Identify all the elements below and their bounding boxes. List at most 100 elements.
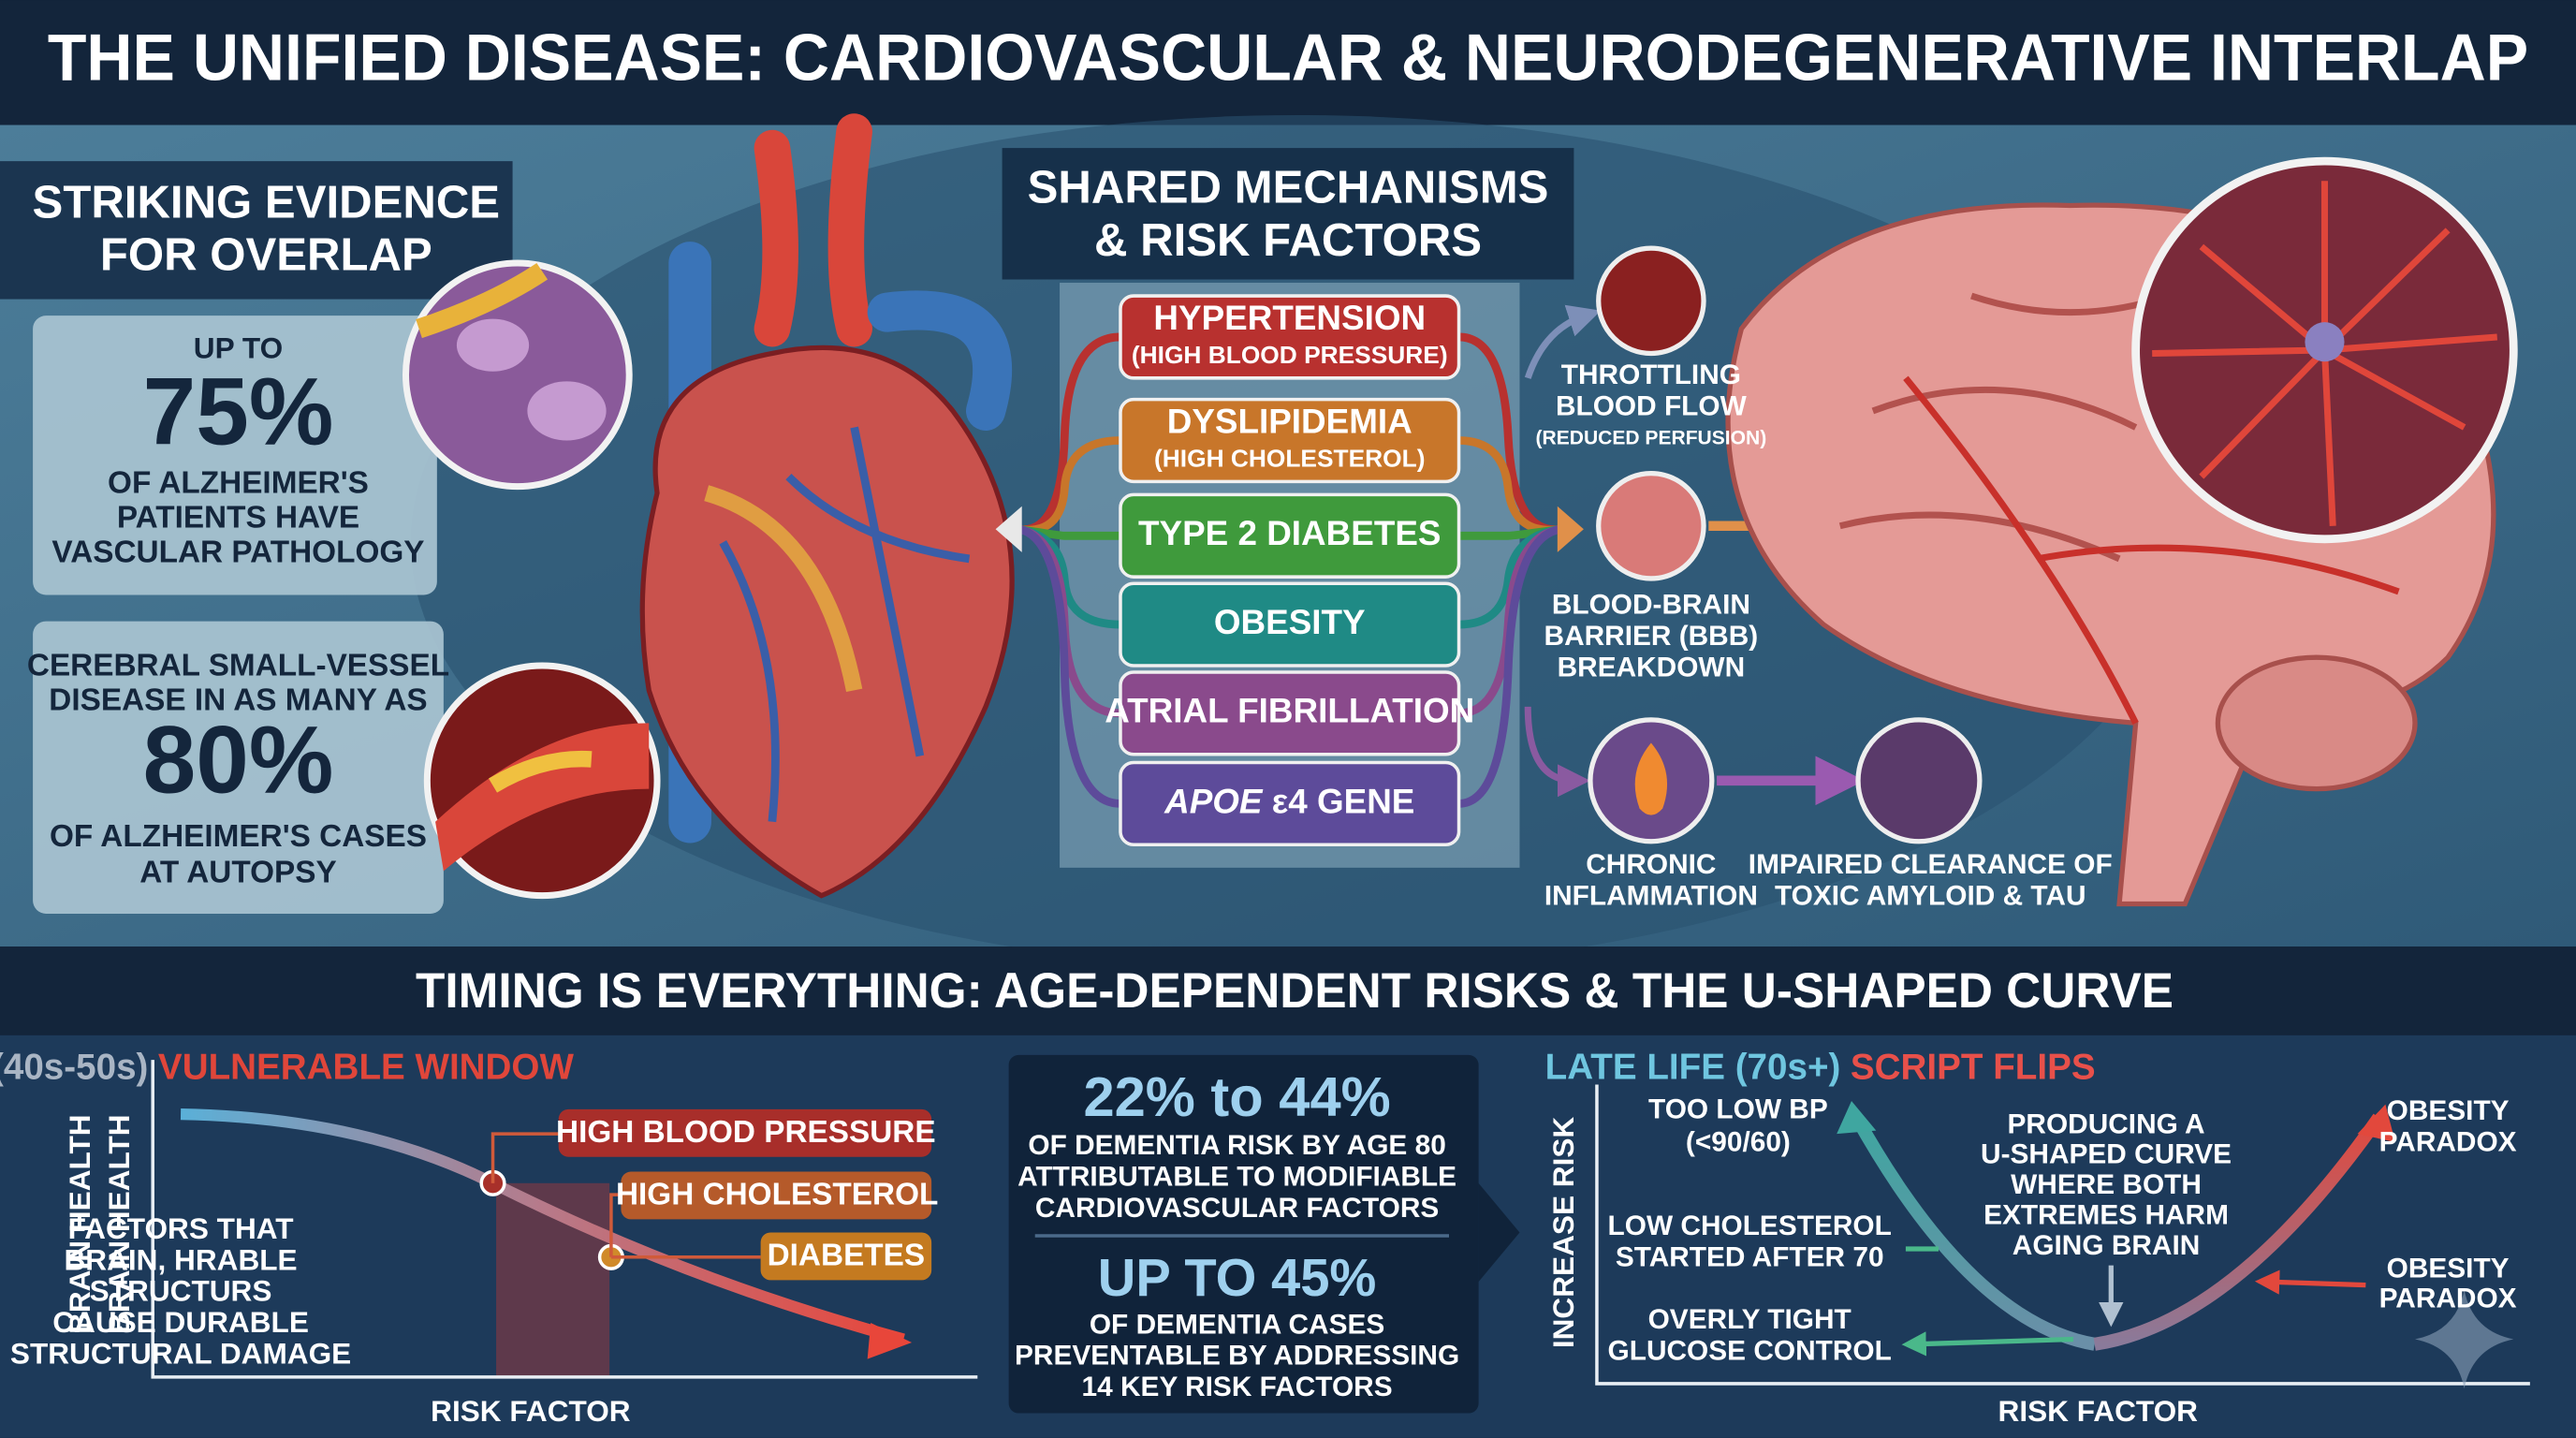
arrow-right [1557,506,1584,552]
label: GLUCOSE CONTROL [1608,1335,1892,1366]
stat-value: 75% [143,359,334,465]
connector [1458,332,1561,535]
label: U-SHAPED CURVE [1981,1139,2232,1170]
factor-name-italic: APOE [1164,782,1264,820]
effect-icon [1855,717,1983,844]
label: PRODUCING A [2008,1108,2205,1139]
factor-name-rest: ε4 GENE [1263,782,1415,820]
factor-tag: HIGH BLOOD PRESSURE [556,1115,936,1150]
factor-pill [1119,760,1461,847]
label: WHERE BOTH [2011,1169,2202,1200]
connector [1017,436,1121,535]
stat-value: 22% to 44% [1083,1065,1390,1128]
label: EXTREMES HARM [1983,1200,2229,1231]
factor-name: ATRIAL FIBRILLATION [1105,692,1474,730]
heart-illustration [639,113,1015,899]
title-bar [0,0,2576,125]
connector [1458,436,1561,535]
label: UP TO [194,330,283,364]
panel-title-b: VULNERABLE WINDOW [158,1048,575,1088]
effect-label: BREAKDOWN [1558,652,1745,682]
cell-illustration [402,259,633,491]
factor-name: DYSLIPIDEMIA [1167,403,1412,441]
vessel-illustration [423,662,661,900]
neuron-illustration [2131,156,2518,544]
factor-tag: DIABETES [768,1239,926,1273]
label: PARADOX [2379,1127,2517,1158]
factor-name: TYPE 2 DIABETES [1138,514,1441,552]
body-text: STRUCTURAL DAMAGE [10,1336,351,1370]
connectors [995,332,1584,808]
label: CARDIOVASCULAR FACTORS [1035,1193,1439,1224]
panel-title: LATE LIFE (70s+) SCRIPT FLIPS [1545,1048,2096,1088]
body-text: CAUSE DURABLE [52,1305,309,1339]
label: OF DEMENTIA RISK BY AGE 80 [1028,1130,1445,1161]
label: DISEASE IN AS MANY AS [49,682,427,717]
label: PREVENTABLE BY ADDRESSING [1015,1341,1459,1372]
connector [1458,524,1562,808]
effect-label: BLOOD FLOW [1556,390,1748,421]
flame [1634,742,1668,815]
label: OF ALZHEIMER'S [108,466,369,501]
label: OF DEMENTIA CASES [1090,1309,1384,1340]
connector [1017,524,1121,808]
label: VASCULAR PATHOLOGY [51,535,424,569]
label: AGING BRAIN [2012,1230,2201,1261]
effect-label: CHRONIC [1586,849,1716,880]
effect-label: IMPAIRED CLEARANCE OF [1749,849,2113,880]
factor-name: APOE ε4 GENE [1164,782,1414,820]
panel-title-a: MIDLIFE (40s-50s) [0,1048,148,1088]
stat-box [33,621,444,914]
body-text: FACTORS THAT [68,1211,294,1245]
label: ATTRIBUTABLE TO MODIFIABLE [1017,1161,1456,1192]
timing-bar [0,946,2576,1035]
panel-title: MIDLIFE (40s-50s)VULNERABLE WINDOW [0,1048,574,1088]
effect-label: BARRIER (BBB) [1544,621,1759,652]
effect-icon [1596,245,1706,357]
section-heading: FOR OVERLAP [100,230,432,281]
effect-icon [1596,470,1706,581]
mechanisms-header [1002,148,1574,280]
stat-value: UP TO 45% [1098,1248,1377,1307]
axis-label: RISK FACTOR [1998,1394,2199,1428]
factor-tag: HIGH CHOLESTEROL [616,1178,938,1212]
title: THE UNIFIED DISEASE: CARDIOVASCULAR & NE… [48,20,2528,94]
section-heading: SHARED MECHANISMS [1028,163,1549,213]
latelife-chart [1595,1084,2530,1389]
factor-pill [1119,294,1461,380]
factor-sub: (HIGH CHOLESTEROL) [1154,445,1425,473]
section-heading: TIMING IS EVERYTHING: AGE-DEPENDENT RISK… [416,963,2174,1019]
stats-box [1008,1054,1520,1414]
body-text: STRUCTURS [90,1274,272,1308]
stat-box [33,315,437,595]
factor-name: HYPERTENSION [1153,299,1426,337]
panel-title-a: LATE LIFE (70s+) [1545,1048,1841,1088]
axis-label: BRAIN HEALTH [102,1114,136,1333]
factor-name: OBESITY [1214,603,1366,641]
label: PARADOX [2379,1283,2517,1313]
axis-label: RISK FACTOR [431,1394,631,1428]
label: OBESITY [2387,1095,2510,1126]
label: 14 KEY RISK FACTORS [1082,1372,1393,1402]
effect-label: THROTTLING [1561,360,1741,390]
factor-pill [1119,581,1461,668]
body-text: BRAIN, HRABLE [64,1242,297,1276]
evidence-header [0,161,513,300]
effect-label: INFLAMMATION [1544,880,1758,911]
label: (<90/60) [1686,1127,1791,1158]
axis-label: INCREASE RISK [1546,1117,1580,1349]
label: STARTED AFTER 70 [1616,1241,1884,1272]
label: PATIENTS HAVE [117,501,359,536]
label: LOW CHOLESTEROL [1608,1211,1892,1241]
label: CEREBRAL SMALL-VESSEL [27,649,449,683]
axis-label: BRAIN HEALTH [63,1114,96,1333]
section-heading: STRIKING EVIDENCE [33,178,501,228]
connector [1017,332,1121,535]
factor-pill [1119,670,1461,756]
arrow-left [995,506,1022,552]
factor-pill [1119,397,1461,484]
section-heading: & RISK FACTORS [1094,215,1482,266]
effect-label: BLOOD-BRAIN [1552,590,1750,621]
label: OVERLY TIGHT [1648,1304,1852,1335]
